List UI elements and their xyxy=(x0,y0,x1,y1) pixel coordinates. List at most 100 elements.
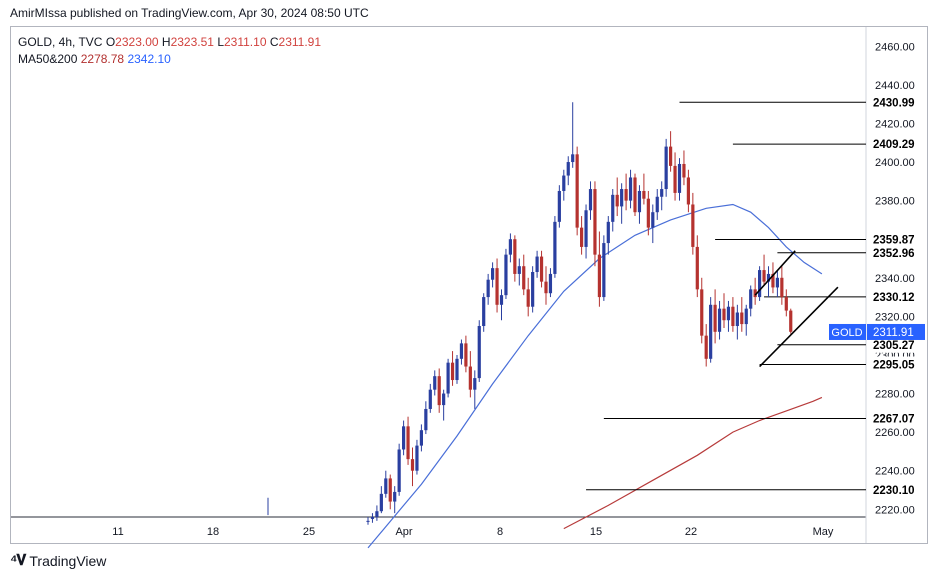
candle-body xyxy=(580,227,584,247)
candle xyxy=(571,102,575,168)
candle xyxy=(388,474,392,510)
candle-body xyxy=(620,189,624,207)
level-label-bg xyxy=(867,94,923,111)
chart-frame xyxy=(10,26,928,544)
candle xyxy=(424,401,428,435)
candle xyxy=(651,204,655,244)
price-tick-label: 2320.00 xyxy=(875,311,915,323)
close-value: 2311.91 xyxy=(278,35,322,49)
candle-body xyxy=(611,194,615,222)
open-value: 2323.00 xyxy=(115,35,159,49)
candle xyxy=(660,181,664,211)
candle-body xyxy=(740,312,744,325)
candle xyxy=(393,486,397,514)
candle xyxy=(744,304,748,336)
last-price-label: 2311.91 xyxy=(873,327,914,339)
candle-body xyxy=(735,312,739,327)
candle xyxy=(464,335,468,373)
candle xyxy=(548,268,553,298)
candle xyxy=(419,424,423,452)
candle-body xyxy=(606,221,610,244)
candle-body xyxy=(455,358,459,381)
candle-body xyxy=(464,343,468,367)
candle-body xyxy=(602,243,606,298)
symbol-price-tag-label: GOLD xyxy=(831,327,862,339)
candle xyxy=(477,320,481,382)
candle xyxy=(695,235,699,298)
candle xyxy=(459,339,464,365)
candle-body xyxy=(468,366,472,390)
brand-name: TradingView xyxy=(29,552,107,569)
candle-body xyxy=(691,204,695,247)
candle-body xyxy=(624,189,628,201)
candle xyxy=(766,266,771,298)
candle xyxy=(517,258,521,286)
candle xyxy=(762,254,766,286)
candle-body xyxy=(615,194,619,207)
candle-body xyxy=(686,177,690,205)
candle xyxy=(749,285,753,317)
candle xyxy=(628,169,633,209)
candle-body xyxy=(673,165,677,193)
ma50-value: 2278.78 xyxy=(80,52,125,66)
candle-body xyxy=(677,163,682,193)
candle xyxy=(677,158,682,201)
candle xyxy=(713,289,717,344)
candle xyxy=(535,250,539,278)
candle-body xyxy=(789,310,793,332)
candle xyxy=(620,183,624,224)
candle xyxy=(491,262,495,288)
candle xyxy=(606,216,610,255)
candle-body xyxy=(504,254,508,296)
candle-body xyxy=(713,304,717,332)
candle-body xyxy=(406,426,410,460)
candle xyxy=(784,289,788,317)
candle xyxy=(428,383,432,413)
candles xyxy=(366,102,793,525)
candle-body xyxy=(477,326,481,379)
level-label: 2409.29 xyxy=(873,139,915,151)
candle xyxy=(575,146,579,236)
time-axis: 11 18 25 Apr 8 15 22 May xyxy=(112,526,834,538)
candle xyxy=(402,420,406,456)
candle xyxy=(593,181,597,267)
candle-body xyxy=(669,146,673,166)
price-tick-label: 2280.00 xyxy=(875,389,915,401)
candle-body xyxy=(388,478,392,502)
candle-body xyxy=(553,221,557,274)
level-label-bg xyxy=(867,244,923,261)
ma-row: MA50&200 2278.78 2342.10 xyxy=(18,51,321,68)
footer-brand[interactable]: ⁴𝐕 TradingView xyxy=(10,552,106,569)
candle xyxy=(633,173,637,217)
candle-body xyxy=(695,246,699,290)
close-label: C xyxy=(269,35,279,49)
candle-body xyxy=(566,162,570,176)
candle xyxy=(539,250,544,288)
level-label: 2359.87 xyxy=(873,234,915,246)
trend-channel xyxy=(754,250,839,368)
candle-body xyxy=(442,393,446,406)
candle xyxy=(673,152,677,201)
low-value: 2311.10 xyxy=(224,35,267,49)
candle-body xyxy=(491,268,495,280)
time-tick-label: 18 xyxy=(207,526,219,538)
candle xyxy=(486,273,490,305)
candle-body xyxy=(397,449,401,492)
candle xyxy=(410,447,415,487)
candle-body xyxy=(437,376,441,406)
low-label: L xyxy=(217,35,224,49)
candle xyxy=(637,185,642,224)
candle-body xyxy=(682,163,686,178)
candle-body xyxy=(771,273,775,288)
price-tick-label: 2460.00 xyxy=(875,41,915,53)
time-tick-label: 15 xyxy=(590,526,602,538)
price-tick-label: 2400.00 xyxy=(875,157,915,169)
open-label: O xyxy=(105,35,116,49)
candle xyxy=(735,304,739,340)
candle-body xyxy=(628,177,633,201)
candle xyxy=(508,233,512,263)
candle-body xyxy=(531,272,535,307)
candle-body xyxy=(780,277,784,298)
level-label-bg xyxy=(867,410,923,427)
